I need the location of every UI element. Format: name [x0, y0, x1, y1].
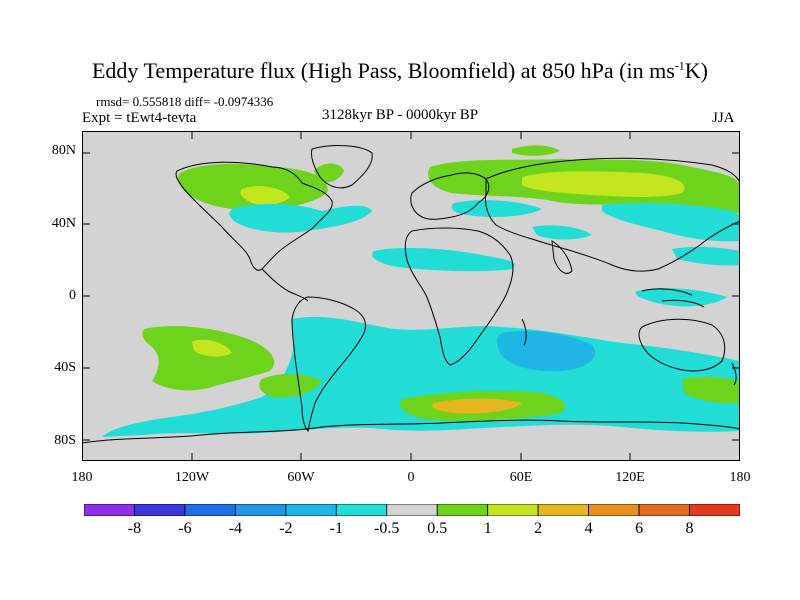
lat-label-0: 0 [69, 288, 76, 303]
lon-label-120w: 120W [174, 470, 210, 485]
anomaly-fill [178, 145, 740, 272]
lon-label-0: 0 [407, 470, 415, 485]
colorbar-box [588, 504, 640, 516]
colorbar [84, 504, 740, 516]
coast-north-america [175, 161, 333, 271]
title-superscript: -1 [674, 58, 685, 73]
period-label: 3128kyr BP - 0000kyr BP [322, 107, 479, 123]
positive-anomaly-atlantic-south-core [432, 398, 522, 414]
colorbar-box [134, 504, 186, 516]
coast-asia [485, 157, 740, 272]
colorbar-box [689, 504, 740, 516]
season-label: JJA [712, 110, 735, 126]
colorbar-box [537, 504, 590, 516]
negative-anomaly-europe [451, 200, 542, 217]
colorbar-box [84, 504, 135, 516]
colorbar-label: -6 [178, 520, 192, 537]
colorbar-label: 6 [635, 520, 644, 537]
lon-label-120e: 120E [615, 470, 645, 485]
coast-new-zealand [731, 362, 737, 386]
coast-antarctica [82, 419, 740, 444]
negative-anomaly-tropics-atlantic [372, 248, 515, 272]
lon-label-60w: 60W [287, 470, 315, 485]
positive-anomaly-east-pacific [682, 376, 740, 404]
colorbar-label: 4 [584, 520, 593, 537]
coast-south-america [291, 296, 367, 433]
coast-australia [638, 318, 726, 372]
negative-anomaly-tropics-pacific [672, 246, 740, 266]
positive-anomaly-north-america-core [240, 186, 290, 205]
lat-label-40n: 40N [51, 216, 76, 231]
positive-anomaly-southern-ocean [259, 373, 322, 398]
map-title: Eddy Temperature flux (High Pass, Bloomf… [0, 58, 800, 84]
colorbar-label: -0.5 [374, 520, 400, 537]
colorbar-label: -2 [279, 520, 293, 537]
positive-anomaly-arctic [512, 145, 560, 156]
coast-madagascar [521, 318, 527, 346]
stats-label: rmsd= 0.555818 diff= -0.0974336 [96, 94, 274, 109]
positive-anomaly-greenland [314, 163, 344, 183]
colorbar-box [436, 504, 489, 516]
coast-indonesia [641, 288, 705, 308]
positive-anomaly-south-pacific-core [192, 339, 232, 357]
coastlines [82, 145, 740, 444]
colorbar-label: 2 [534, 520, 543, 537]
colorbar-label: -4 [228, 520, 243, 537]
anomaly-fill-south [102, 288, 740, 437]
colorbar-box [638, 504, 690, 516]
colorbar-label: 8 [685, 520, 694, 537]
lon-label-180e: 180 [729, 470, 751, 485]
negative-anomaly-central-asia [532, 225, 592, 240]
title-prefix: Eddy Temperature flux (High Pass, Bloomf… [91, 58, 675, 83]
negative-anomaly-tropics-south [635, 288, 727, 307]
colorbar-box [386, 504, 438, 516]
experiment-label: Expt = tEwt4-tevta [82, 110, 197, 126]
lat-label-40s: 40S [54, 360, 76, 375]
coast-greenland [311, 145, 373, 189]
colorbar-label: -1 [329, 520, 343, 537]
lat-label-80n: 80N [51, 143, 76, 158]
colorbar-box [285, 504, 337, 516]
negative-anomaly-atlantic [229, 203, 372, 233]
lon-label-180w: 180 [71, 470, 93, 485]
positive-anomaly-south-pacific [142, 326, 275, 391]
colorbar-label: -8 [127, 520, 142, 537]
lat-ticks [82, 152, 740, 441]
coast-africa [404, 227, 514, 366]
lon-label-60e: 60E [509, 470, 533, 485]
colorbar-box [234, 504, 287, 516]
colorbar-label: 0.5 [427, 520, 448, 537]
lon-ticks [191, 131, 631, 461]
negative-anomaly-siberia [602, 203, 740, 242]
colorbar-box [487, 504, 539, 516]
map-panel [82, 131, 740, 461]
coast-india [551, 240, 573, 274]
lat-label-80s: 80S [54, 433, 76, 448]
negative-anomaly-indian-ocean-deep [497, 330, 596, 372]
positive-anomaly-eurasia-core [522, 171, 685, 197]
colorbar-box [335, 504, 388, 516]
colorbar-box [184, 504, 236, 516]
colorbar-label: 1 [483, 520, 492, 537]
coast-central-america [261, 268, 309, 302]
title-suffix: K) [684, 58, 708, 83]
coast-europe [410, 172, 490, 220]
